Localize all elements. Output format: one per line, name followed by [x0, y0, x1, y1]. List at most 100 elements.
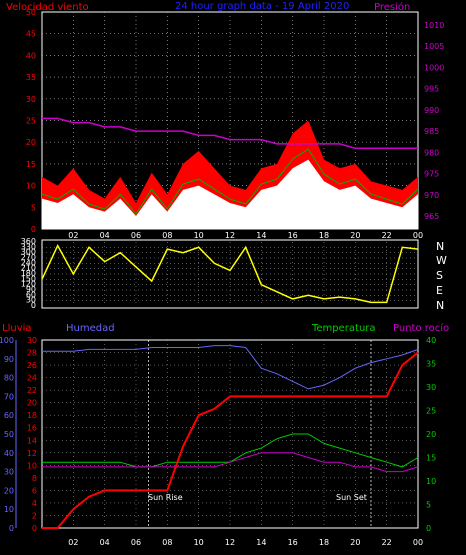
- dir-ytick: 240: [21, 258, 36, 267]
- wind-xtick: 22: [382, 231, 392, 240]
- climate-xtick: 00: [413, 538, 423, 547]
- pressure-ytick: 1010: [424, 21, 444, 30]
- dir-ytick: 90: [26, 285, 36, 294]
- dir-ytick: 210: [21, 264, 36, 273]
- dir-letter-n1: N: [436, 240, 444, 253]
- pressure-ytick: 985: [424, 127, 439, 136]
- wind-xtick: 12: [225, 231, 235, 240]
- climate-xtick: 18: [319, 538, 329, 547]
- wind-ytick: 5: [31, 203, 36, 212]
- wind-xtick: 20: [350, 231, 360, 240]
- dir-letter-e: E: [436, 284, 443, 297]
- dir-ytick: 360: [21, 237, 36, 246]
- wind-ytick: 50: [26, 8, 36, 17]
- sunset-label: Sun Set: [336, 493, 367, 502]
- wind-ytick: 15: [26, 160, 36, 169]
- wind-xtick: 18: [319, 231, 329, 240]
- temp-ytick: 10: [426, 477, 436, 486]
- wind-speed-label: Velocidad viento: [6, 2, 89, 13]
- pressure-ytick: 1005: [424, 42, 444, 51]
- wind-avg-line: [41, 148, 419, 215]
- climate-xtick: 02: [68, 538, 78, 547]
- temp-ytick: 40: [426, 336, 436, 345]
- temp-ytick: 25: [426, 407, 436, 416]
- dir-letter-n2: N: [436, 299, 444, 312]
- humidity-ytick: 50: [4, 430, 14, 439]
- dir-ytick: 270: [21, 253, 36, 262]
- wind-xtick: 02: [68, 231, 78, 240]
- rain-ytick: 8: [32, 474, 37, 483]
- humidity-ytick: 40: [4, 449, 14, 458]
- rain-ytick: 22: [27, 386, 37, 395]
- dewpoint-label: Punto rocío: [393, 322, 449, 334]
- dir-letter-s: S: [436, 269, 443, 282]
- rain-ytick: 12: [27, 449, 37, 458]
- temp-ytick: 35: [426, 360, 436, 369]
- rain-ytick: 4: [32, 499, 37, 508]
- wind-ytick: 40: [26, 51, 36, 60]
- rain-ytick: 10: [27, 461, 37, 470]
- temp-ytick: 15: [426, 454, 436, 463]
- wind-ytick: 0: [31, 225, 36, 234]
- pressure-ytick: 1000: [424, 63, 444, 72]
- pressure-ytick: 980: [424, 148, 439, 157]
- pressure-ytick: 990: [424, 106, 439, 115]
- humidity-ytick: 90: [4, 355, 14, 364]
- rain-label: Lluvia: [2, 323, 32, 334]
- climate-xtick: 12: [225, 538, 235, 547]
- rain-ytick: 6: [32, 486, 37, 495]
- temperature-label: Temperatura: [311, 323, 376, 334]
- rain-ytick: 26: [27, 361, 37, 370]
- pressure-label: Presión: [374, 1, 410, 13]
- pressure-line: [42, 117, 418, 149]
- climate-xtick: 04: [100, 538, 110, 547]
- rain-ytick: 16: [27, 424, 37, 433]
- wind-xtick: 10: [194, 231, 204, 240]
- wind-avg-area: [42, 159, 418, 229]
- dir-ytick: 180: [21, 269, 36, 278]
- wind-ytick: 30: [26, 95, 36, 104]
- dir-ytick: 30: [26, 296, 36, 305]
- rain-line: [42, 351, 419, 529]
- dir-ytick: 120: [21, 280, 36, 289]
- humidity-ytick: 20: [4, 486, 14, 495]
- pressure-ytick: 970: [424, 191, 439, 200]
- climate-xtick: 14: [256, 538, 266, 547]
- rain-ytick: 28: [27, 349, 37, 358]
- wind-ytick: 45: [26, 30, 36, 39]
- rain-ytick: 24: [27, 374, 37, 383]
- rain-ytick: 30: [27, 336, 37, 345]
- dewpoint-line: [42, 452, 419, 473]
- humidity-label: Humedad: [66, 323, 115, 334]
- wind-xtick: 04: [100, 231, 110, 240]
- pressure-ytick: 965: [424, 212, 439, 221]
- climate-xtick: 16: [288, 538, 298, 547]
- dir-ytick: 150: [21, 274, 36, 283]
- sunrise-label: Sun Rise: [148, 493, 183, 502]
- wind-xtick: 06: [131, 231, 141, 240]
- temp-ytick: 20: [426, 430, 436, 439]
- humidity-ytick: 70: [4, 392, 14, 401]
- rain-ytick: 20: [27, 399, 37, 408]
- dir-ytick: 330: [21, 242, 36, 251]
- climate-xtick: 10: [194, 538, 204, 547]
- wind-xtick: 14: [256, 231, 266, 240]
- temp-ytick: 0: [426, 524, 431, 533]
- wind-ytick: 25: [26, 117, 36, 126]
- humidity-ytick: 80: [4, 374, 14, 383]
- wind-xtick: 16: [288, 231, 298, 240]
- humidity-ytick: 0: [9, 524, 14, 533]
- humidity-line: [42, 345, 419, 390]
- wind-ytick: 20: [26, 138, 36, 147]
- dir-ytick: 0: [31, 301, 36, 310]
- dir-ytick: 60: [26, 290, 36, 299]
- climate-xtick: 20: [350, 538, 360, 547]
- rain-ytick: 0: [32, 524, 37, 533]
- temp-ytick: 5: [426, 501, 431, 510]
- wind-ytick: 10: [26, 182, 36, 191]
- climate-xtick: 22: [382, 538, 392, 547]
- humidity-ytick: 30: [4, 468, 14, 477]
- dir-ytick: 300: [21, 248, 36, 257]
- pressure-ytick: 995: [424, 85, 439, 94]
